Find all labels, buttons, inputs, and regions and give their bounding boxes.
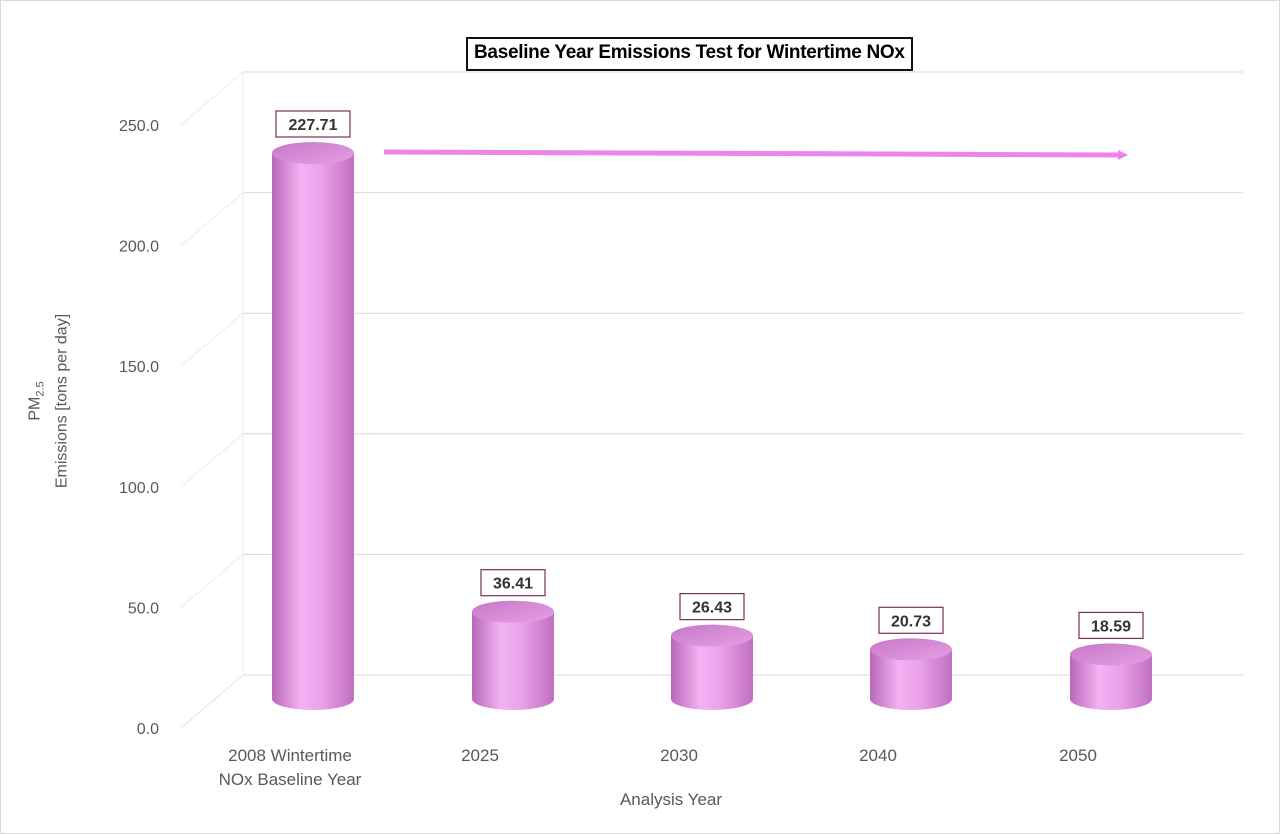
bar-top: [870, 638, 952, 661]
data-label: 26.43: [679, 593, 745, 621]
bar-1: [472, 600, 554, 710]
y-tick-label: 50.0: [128, 600, 159, 617]
x-tick-label: NOx Baseline Year: [219, 770, 362, 789]
y-axis-label-subscript: 2.5: [34, 381, 47, 397]
data-label: 18.59: [1078, 611, 1144, 640]
bar-top: [671, 624, 753, 647]
y-axis-ticks: 0.0 50.0 100.0 150.0 200.0 250.0: [119, 118, 159, 738]
data-label: 20.73: [878, 606, 944, 634]
x-tick-label: 2008 Wintertime: [228, 746, 352, 765]
side-wall-gridline: [180, 433, 244, 488]
bar-4: [1070, 643, 1152, 710]
data-label: 227.71: [275, 110, 351, 138]
data-labels: 227.71 36.41 26.43 20.73 18.59: [275, 110, 1144, 640]
svg-text:227.71: 227.71: [289, 117, 338, 134]
bar-2: [671, 624, 753, 710]
floor-edge: [180, 674, 244, 729]
bar-top: [1070, 643, 1152, 666]
y-tick-label: 250.0: [119, 118, 159, 135]
side-wall-gridline: [180, 312, 244, 367]
data-label: 36.41: [480, 569, 546, 597]
bar-body: [671, 635, 753, 710]
y-tick-label: 100.0: [119, 480, 159, 497]
svg-text:18.59: 18.59: [1091, 618, 1131, 635]
bar-3: [870, 638, 952, 710]
bar-top: [472, 600, 554, 623]
bar-top: [272, 142, 354, 164]
side-wall-gridline: [180, 554, 244, 608]
y-tick-label: 0.0: [137, 721, 159, 738]
y-tick-label: 150.0: [119, 359, 159, 376]
gridlines: [180, 71, 1243, 729]
svg-text:36.41: 36.41: [493, 576, 533, 593]
bar-body: [272, 153, 354, 710]
side-wall-gridline: [180, 192, 244, 246]
bar-body: [472, 611, 554, 710]
bar-0: [272, 142, 354, 710]
y-tick-label: 200.0: [119, 239, 159, 256]
x-axis-ticks: 2008 Wintertime NOx Baseline Year 2025 2030…: [219, 746, 1097, 789]
x-tick-label: 2030: [660, 746, 698, 765]
x-tick-label: 2025: [461, 746, 499, 765]
x-tick-label: 2050: [1059, 746, 1097, 765]
x-axis-label: Analysis Year: [619, 790, 723, 809]
svg-text:20.73: 20.73: [891, 613, 931, 630]
chart-title: Baseline Year Emissions Test for Wintert…: [466, 37, 913, 71]
chart-floor: [180, 674, 244, 729]
y-axis-label-main: PM: [26, 396, 44, 421]
x-tick-label: 2040: [859, 746, 897, 765]
svg-text:26.43: 26.43: [692, 600, 732, 617]
trend-arrow: [383, 149, 1128, 160]
bar-series: [272, 142, 1152, 710]
y-axis-label-units: Emissions [tons per day]: [53, 313, 71, 489]
bar-body: [1070, 654, 1152, 710]
side-wall-gridline: [180, 71, 244, 126]
bar-body: [870, 649, 952, 710]
